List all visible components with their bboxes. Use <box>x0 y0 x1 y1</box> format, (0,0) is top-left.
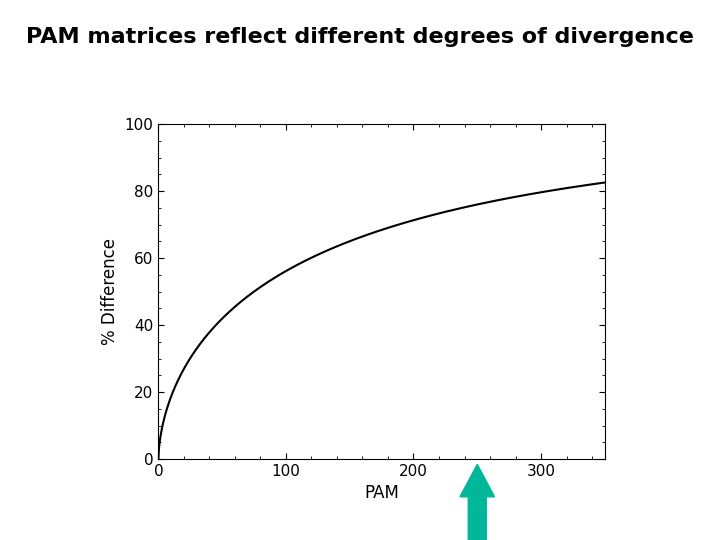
Y-axis label: % Difference: % Difference <box>101 238 119 345</box>
Text: PAM matrices reflect different degrees of divergence: PAM matrices reflect different degrees o… <box>26 27 694 47</box>
X-axis label: PAM: PAM <box>364 484 399 502</box>
